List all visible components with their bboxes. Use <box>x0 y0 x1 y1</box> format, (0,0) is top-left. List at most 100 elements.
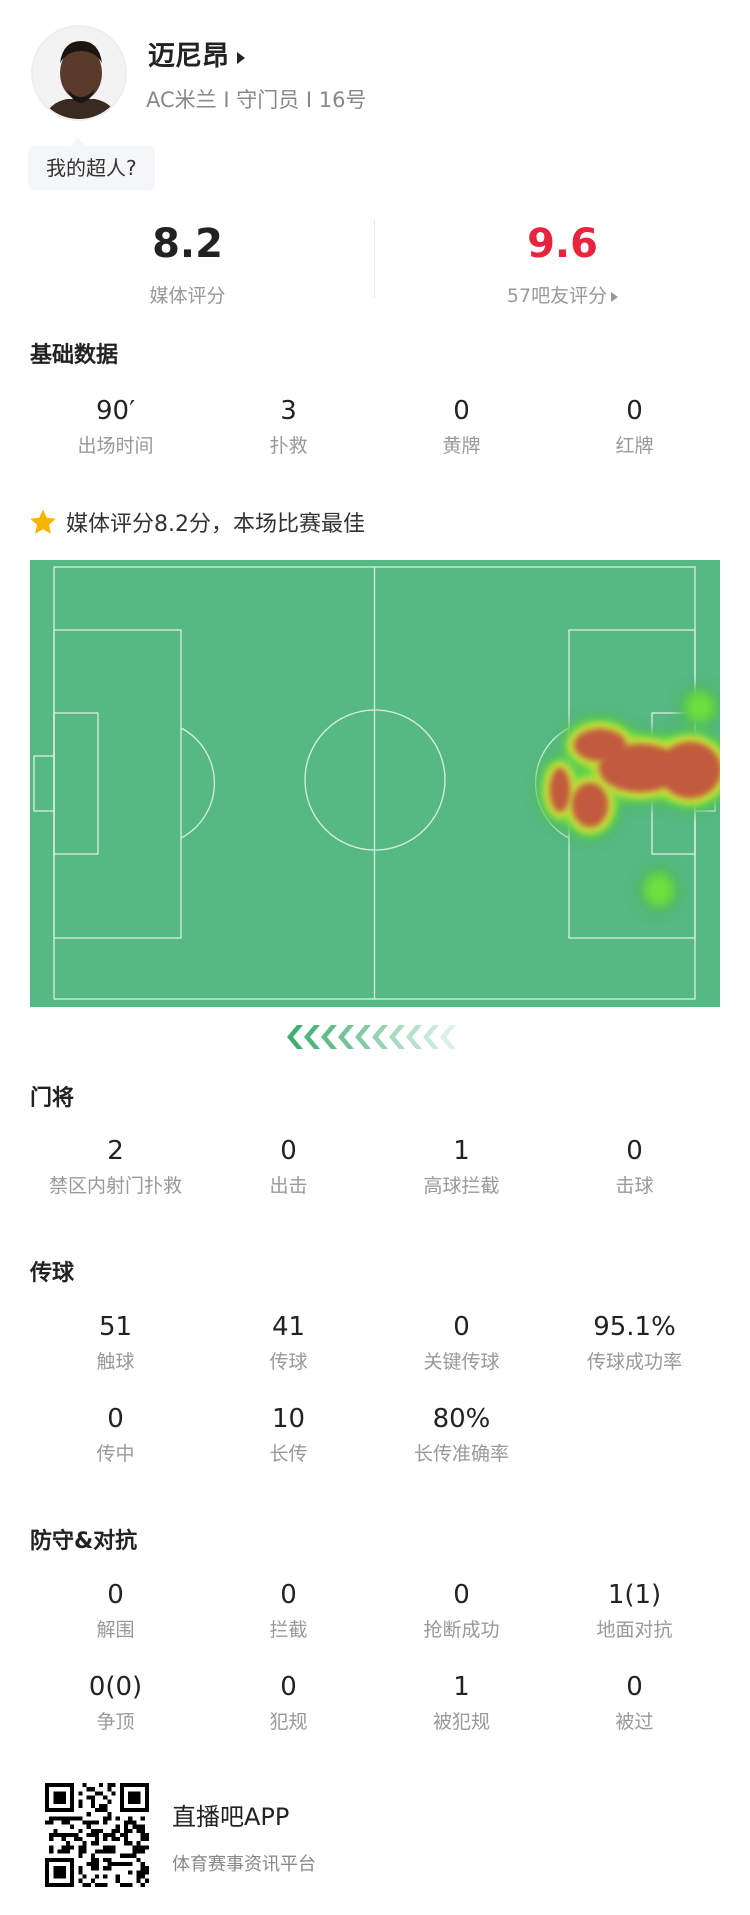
media-rating-value: 8.2 <box>152 221 223 267</box>
chevron-left-icon <box>440 1025 456 1049</box>
superman-bubble[interactable]: 我的超人? <box>28 138 155 190</box>
fan-rating[interactable]: 9.6 57吧友评分 <box>375 219 750 308</box>
stat-label: 触球 <box>96 1351 135 1373</box>
stat-label: 长传准确率 <box>413 1443 509 1465</box>
stat-item: 0 黄牌 <box>375 395 548 458</box>
stat-item: 10 长传 <box>202 1403 375 1466</box>
section-title-goalkeeping: 门将 <box>30 1086 75 1111</box>
chevron-left-icon <box>372 1025 388 1049</box>
stat-value: 0 <box>280 1580 297 1610</box>
stat-label: 出击 <box>269 1175 308 1197</box>
fan-rating-label-wrap: 57吧友评分 <box>375 281 750 308</box>
stat-label: 长传 <box>269 1443 308 1465</box>
chevron-left-icon <box>321 1025 337 1049</box>
qr-code[interactable] <box>45 1783 149 1887</box>
fan-rating-value: 9.6 <box>527 221 598 267</box>
stat-label: 传球成功率 <box>586 1351 682 1373</box>
stat-item: 0 关键传球 <box>375 1311 548 1374</box>
section-title-passing: 传球 <box>30 1261 75 1286</box>
stat-value: 2 <box>107 1136 124 1166</box>
stat-label: 黄牌 <box>442 435 481 457</box>
stat-label: 传中 <box>96 1443 135 1465</box>
stat-value: 0 <box>453 396 470 426</box>
stat-item: 0 传中 <box>29 1403 202 1466</box>
stat-label: 禁区内射门扑救 <box>48 1175 182 1197</box>
stat-label: 传球 <box>269 1351 308 1373</box>
stat-value: 80% <box>432 1404 491 1434</box>
stat-label: 争顶 <box>96 1711 135 1733</box>
player-name[interactable]: 迈尼昂 <box>148 34 245 73</box>
best-player-note: 媒体评分8.2分，本场比赛最佳 <box>28 506 365 538</box>
star-icon <box>30 509 56 534</box>
stat-item: 95.1% 传球成功率 <box>548 1311 721 1374</box>
stat-item: 3 扑救 <box>202 395 375 458</box>
app-name: 直播吧APP <box>172 1803 290 1831</box>
stat-value: 0 <box>107 1580 124 1610</box>
media-rating-label: 媒体评分 <box>149 285 226 307</box>
stat-value: 0 <box>626 1672 643 1702</box>
heat-spot <box>642 871 676 909</box>
stat-item: 0 击球 <box>548 1135 721 1198</box>
caret-right-icon <box>611 292 619 302</box>
chevron-left-icon <box>355 1025 371 1049</box>
stat-value: 0 <box>453 1580 470 1610</box>
stat-item: 0 抢断成功 <box>375 1579 548 1642</box>
chevron-left-icon <box>406 1025 422 1049</box>
stat-value: 0 <box>280 1136 297 1166</box>
stat-item: 0 被过 <box>548 1671 721 1734</box>
stat-value: 1 <box>453 1672 470 1702</box>
heat-spot <box>683 690 717 724</box>
stat-value: 0 <box>280 1672 297 1702</box>
heat-spot <box>572 783 608 827</box>
stat-item: 0(0) 争顶 <box>29 1671 202 1734</box>
stat-value: 0 <box>453 1312 470 1342</box>
stat-item: 0 拦截 <box>202 1579 375 1642</box>
stat-item: 90′ 出场时间 <box>29 395 202 458</box>
stat-label: 关键传球 <box>423 1351 500 1373</box>
stat-item: 1(1) 地面对抗 <box>548 1579 721 1642</box>
app-slogan: 体育赛事资讯平台 <box>172 1854 316 1875</box>
stat-item: 1 被犯规 <box>375 1671 548 1734</box>
stat-value: 3 <box>280 396 297 426</box>
player-name-text: 迈尼昂 <box>148 41 229 72</box>
chevron-left-icon <box>287 1025 303 1049</box>
stat-item: 80% 长传准确率 <box>375 1403 548 1466</box>
stat-item: 1 高球拦截 <box>375 1135 548 1198</box>
attack-direction-arrows <box>287 1025 456 1049</box>
stat-value: 10 <box>271 1404 306 1434</box>
stat-label: 出场时间 <box>77 435 154 457</box>
best-player-text: 媒体评分8.2分，本场比赛最佳 <box>66 512 365 537</box>
chevron-left-icon <box>338 1025 354 1049</box>
media-rating: 8.2 媒体评分 <box>0 219 375 308</box>
chevron-left-icon <box>304 1025 320 1049</box>
player-photo-icon <box>33 27 125 119</box>
stat-item: 41 传球 <box>202 1311 375 1374</box>
stat-item: 51 触球 <box>29 1311 202 1374</box>
stat-label: 被犯规 <box>432 1711 490 1733</box>
stat-label: 击球 <box>615 1175 654 1197</box>
stat-item: 0 红牌 <box>548 395 721 458</box>
heat-spot <box>599 744 681 792</box>
stat-label: 抢断成功 <box>423 1619 500 1641</box>
section-title-defense: 防守&对抗 <box>30 1529 138 1554</box>
stat-label: 解围 <box>96 1619 135 1641</box>
stat-value: 0 <box>626 396 643 426</box>
caret-right-icon <box>237 51 245 64</box>
stat-value: 1 <box>453 1136 470 1166</box>
chevron-left-icon <box>423 1025 439 1049</box>
stat-value: 51 <box>98 1312 133 1342</box>
heatmap-layer <box>536 686 720 913</box>
chevron-left-icon <box>389 1025 405 1049</box>
player-avatar[interactable] <box>31 25 127 121</box>
stat-label: 红牌 <box>615 435 654 457</box>
stat-label: 扑救 <box>269 435 308 457</box>
stat-label: 地面对抗 <box>596 1619 673 1641</box>
stat-value: 0 <box>626 1136 643 1166</box>
stat-item: 0 犯规 <box>202 1671 375 1734</box>
section-title-basic: 基础数据 <box>30 343 119 368</box>
player-info: AC米兰 I 守门员 I 16号 <box>146 88 367 112</box>
fan-rating-label: 57吧友评分 <box>506 285 608 307</box>
stat-label: 拦截 <box>269 1619 308 1641</box>
heatmap-pitch <box>30 560 720 1007</box>
heat-spot <box>550 768 570 812</box>
